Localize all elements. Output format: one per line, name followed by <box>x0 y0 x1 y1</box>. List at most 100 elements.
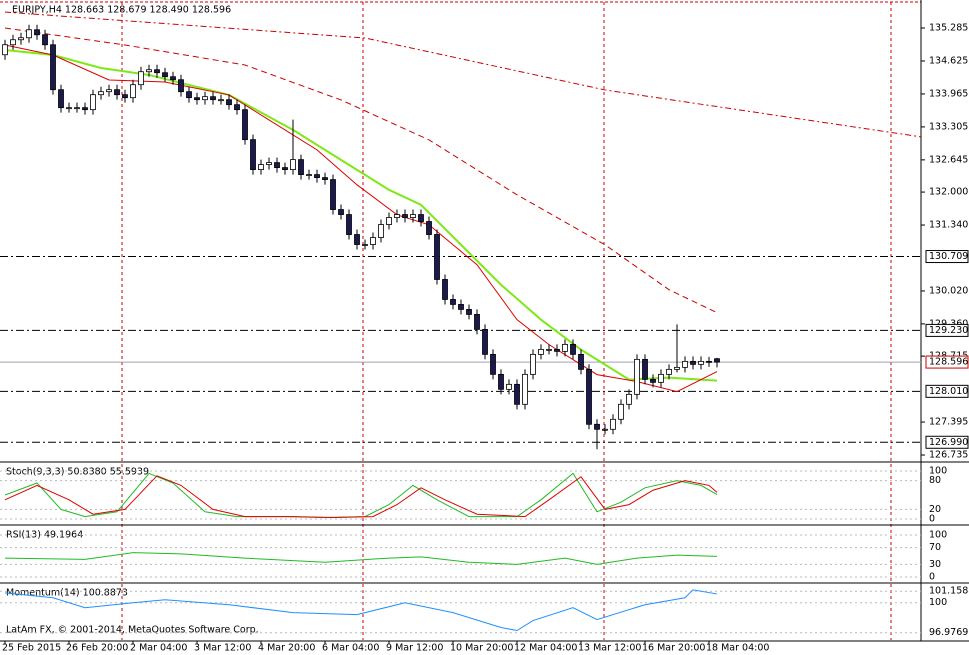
candle-body <box>378 224 384 238</box>
candle-body <box>410 214 416 218</box>
indicator-tick-label: 0 <box>929 514 935 525</box>
y-tick-label: 132.000 <box>929 187 968 198</box>
candle-body <box>2 44 8 56</box>
candle-body <box>506 383 512 390</box>
candle-body <box>66 107 72 110</box>
candle-body <box>714 358 720 363</box>
candle-body <box>666 368 672 375</box>
candle-body <box>418 214 424 222</box>
candle-body <box>186 91 192 99</box>
candle-body <box>394 214 400 218</box>
bid-label: 128.596 <box>929 357 968 368</box>
candle-body <box>634 358 640 395</box>
candle-body <box>282 167 288 170</box>
x-tick-label: 3 Mar 12:00 <box>194 643 251 654</box>
candle-body <box>370 237 376 245</box>
x-tick-label: 25 Feb 2015 <box>2 643 61 654</box>
x-tick-label: 16 Mar 20:00 <box>642 643 705 654</box>
candle-body <box>258 164 264 170</box>
candle-body <box>10 39 16 46</box>
level-box <box>925 323 969 337</box>
candle-body <box>434 234 440 280</box>
candle-body <box>578 353 584 370</box>
candle-body <box>162 72 168 78</box>
candle-body <box>242 109 248 141</box>
candle-body <box>650 378 656 383</box>
candle-body <box>234 104 240 111</box>
candle-body <box>610 418 616 430</box>
level-label: 128.010 <box>929 386 968 397</box>
indicator-tick-label: 96.9769 <box>929 627 968 638</box>
candle-body <box>122 94 128 99</box>
x-tick-label: 13 Mar 12:00 <box>578 643 641 654</box>
indicator-tick-label: 100 <box>929 466 947 477</box>
candle-body <box>130 84 136 99</box>
x-tick-label: 9 Mar 12:00 <box>386 643 443 654</box>
bid-box <box>925 355 969 369</box>
candle-body <box>202 96 208 101</box>
y-tick-label: 134.625 <box>929 55 968 66</box>
candle-body <box>626 393 632 405</box>
candle-body <box>530 353 536 375</box>
candle-body <box>522 373 528 405</box>
candle-body <box>138 71 144 86</box>
y-tick-label: 133.305 <box>929 121 968 132</box>
candle-body <box>466 309 472 315</box>
candle-body <box>18 37 24 41</box>
x-tick-label: 18 Mar 04:00 <box>706 643 769 654</box>
candle-body <box>218 99 224 102</box>
candle-body <box>290 159 296 170</box>
candle-body <box>314 174 320 178</box>
indicator-line <box>4 552 718 565</box>
candle-body <box>602 428 608 431</box>
y-tick-label: 127.395 <box>929 417 968 428</box>
x-tick-label: 10 Mar 20:00 <box>450 643 513 654</box>
candle-body <box>210 96 216 101</box>
candle-body <box>194 97 200 101</box>
candle-body <box>362 244 368 246</box>
candle-body <box>402 214 408 218</box>
candle-body <box>482 329 488 355</box>
candle-body <box>706 360 712 363</box>
candle-body <box>354 234 360 245</box>
candle-body <box>674 366 680 370</box>
indicator-label: RSI(13) 49.1964 <box>6 530 83 541</box>
y-tick-label: 133.965 <box>929 88 968 99</box>
candle-body <box>34 29 40 36</box>
y-tick-label: 132.645 <box>929 154 968 165</box>
indicator-label: Momentum(14) 100.8873 <box>6 588 128 599</box>
candle-body <box>26 29 32 39</box>
x-tick-label: 6 Mar 04:00 <box>322 643 379 654</box>
candle-body <box>490 353 496 375</box>
candle-body <box>346 214 352 235</box>
y-tick-label: 126.735 <box>929 450 968 461</box>
indicator-tick-label: 101.1588 <box>929 586 969 597</box>
indicator-tick-label: 30 <box>929 559 941 570</box>
candle-body <box>226 99 232 106</box>
candle-body <box>690 360 696 365</box>
candle-body <box>426 221 432 235</box>
level-box <box>925 435 969 449</box>
candle-body <box>514 383 520 405</box>
candle-body <box>594 423 600 430</box>
indicator-line <box>4 472 718 519</box>
copyright: LatAm FX, © 2001-2014, MetaQuotes Softwa… <box>6 625 259 636</box>
candle-body <box>474 314 480 330</box>
x-tick-label: 2 Mar 04:00 <box>130 643 187 654</box>
candle-body <box>274 162 280 169</box>
y-tick-label: 130.020 <box>929 285 968 296</box>
candle-body <box>330 179 336 210</box>
candle-body <box>298 159 304 175</box>
candle-body <box>266 162 272 166</box>
candle-body <box>106 89 112 93</box>
indicator-tick-label: 100 <box>929 597 947 608</box>
candle-body <box>562 343 568 352</box>
candle-body <box>42 34 48 46</box>
candle-body <box>322 177 328 180</box>
candle-body <box>642 358 648 380</box>
candle-body <box>450 299 456 305</box>
period-separators <box>121 2 892 640</box>
x-tick-label: 12 Mar 04:00 <box>514 643 577 654</box>
